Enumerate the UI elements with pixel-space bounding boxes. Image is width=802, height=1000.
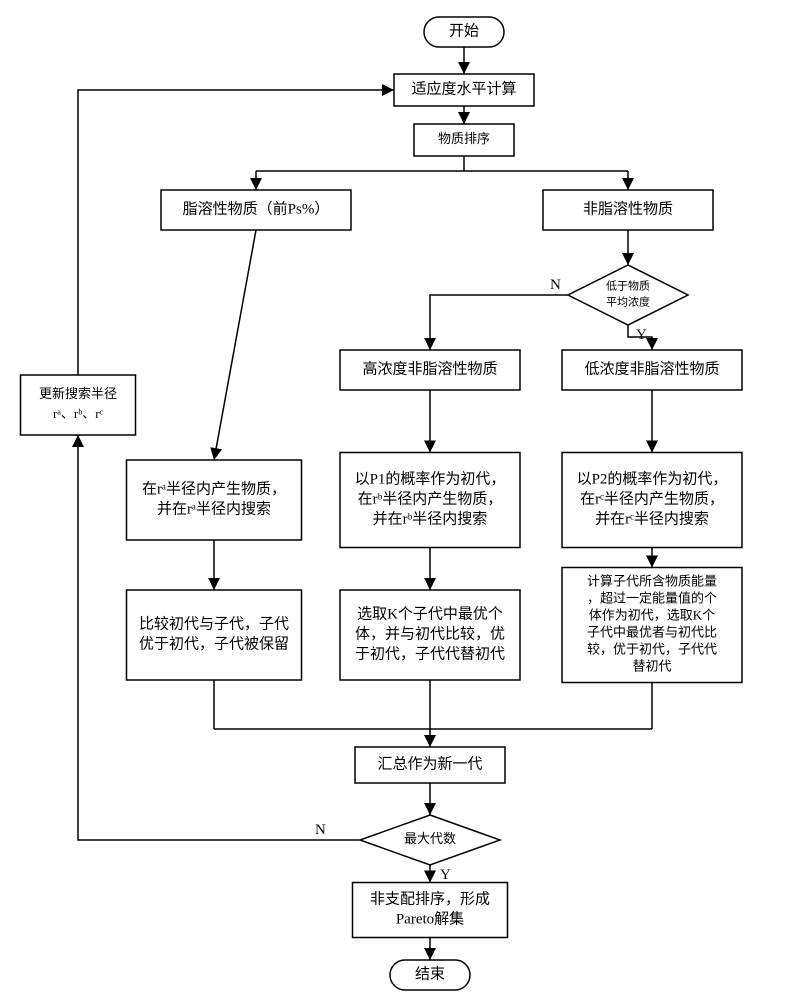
- svg-text:适应度水平计算: 适应度水平计算: [411, 79, 516, 97]
- svg-text:最大代数: 最大代数: [404, 831, 456, 846]
- svg-text:在rᵇ半径内产生物质，: 在rᵇ半径内产生物质，: [358, 490, 503, 507]
- svg-text:N: N: [550, 277, 561, 293]
- svg-text:rᵃ、rᵇ、rᶜ: rᵃ、rᵇ、rᶜ: [53, 406, 104, 421]
- svg-text:选取K个子代中最优个: 选取K个子代中最优个: [357, 605, 503, 622]
- svg-text:非脂溶性物质: 非脂溶性物质: [583, 200, 673, 217]
- svg-text:子代中最优者与初代比: 子代中最优者与初代比: [587, 624, 717, 639]
- svg-text:非支配排序，形成: 非支配排序，形成: [370, 890, 490, 907]
- svg-text:Pareto解集: Pareto解集: [396, 910, 464, 927]
- svg-text:脂溶性物质（前Ps%）: 脂溶性物质（前Ps%）: [183, 200, 330, 217]
- svg-text:Y: Y: [440, 867, 451, 883]
- svg-text:N: N: [315, 822, 326, 838]
- svg-text:低于物质: 低于物质: [606, 279, 650, 293]
- svg-text:以P1的概率作为初代，: 以P1的概率作为初代，: [355, 470, 506, 487]
- svg-text:结束: 结束: [415, 965, 445, 982]
- svg-text:并在rᵃ半径内搜索: 并在rᵃ半径内搜索: [157, 500, 271, 517]
- svg-text:体作为初代，选取K个: 体作为初代，选取K个: [589, 607, 715, 622]
- svg-text:计算子代所含物质能量: 计算子代所含物质能量: [587, 573, 717, 588]
- svg-text:高浓度非脂溶性物质: 高浓度非脂溶性物质: [362, 360, 497, 377]
- svg-text:在rᵃ半径内产生物质，: 在rᵃ半径内产生物质，: [142, 480, 286, 497]
- diamond1: [568, 265, 688, 325]
- svg-text:物质排序: 物质排序: [438, 131, 490, 146]
- svg-text:在rᶜ半径内产生物质，: 在rᶜ半径内产生物质，: [580, 490, 724, 507]
- cmpA: [127, 590, 302, 680]
- svg-text:并在rᶜ半径内搜索: 并在rᶜ半径内搜索: [595, 510, 709, 527]
- svg-text:汇总作为新一代: 汇总作为新一代: [377, 755, 482, 772]
- svg-text:优于初代，子代被保留: 优于初代，子代被保留: [139, 635, 289, 652]
- svg-text:体，并与初代比较，优: 体，并与初代比较，优: [355, 624, 505, 642]
- svg-text:较，优于初代，子代代: 较，优于初代，子代代: [587, 641, 717, 656]
- svg-text:以P2的概率作为初代，: 以P2的概率作为初代，: [577, 470, 728, 487]
- svg-text:于初代，子代代替初代: 于初代，子代代替初代: [355, 645, 505, 662]
- svg-text:Y: Y: [636, 327, 647, 343]
- svg-text:更新搜索半径: 更新搜索半径: [39, 386, 117, 401]
- svg-text:并在rᵇ半径内搜索: 并在rᵇ半径内搜索: [373, 510, 488, 527]
- svg-text:平均浓度: 平均浓度: [606, 295, 650, 309]
- svg-text:比较初代与子代，子代: 比较初代与子代，子代: [139, 614, 289, 632]
- svg-text:低浓度非脂溶性物质: 低浓度非脂溶性物质: [584, 360, 719, 377]
- genA: [127, 460, 302, 540]
- svg-text:替初代: 替初代: [632, 658, 671, 673]
- svg-text:开始: 开始: [449, 22, 479, 39]
- svg-text:，超过一定能量值的个: ，超过一定能量值的个: [587, 590, 717, 605]
